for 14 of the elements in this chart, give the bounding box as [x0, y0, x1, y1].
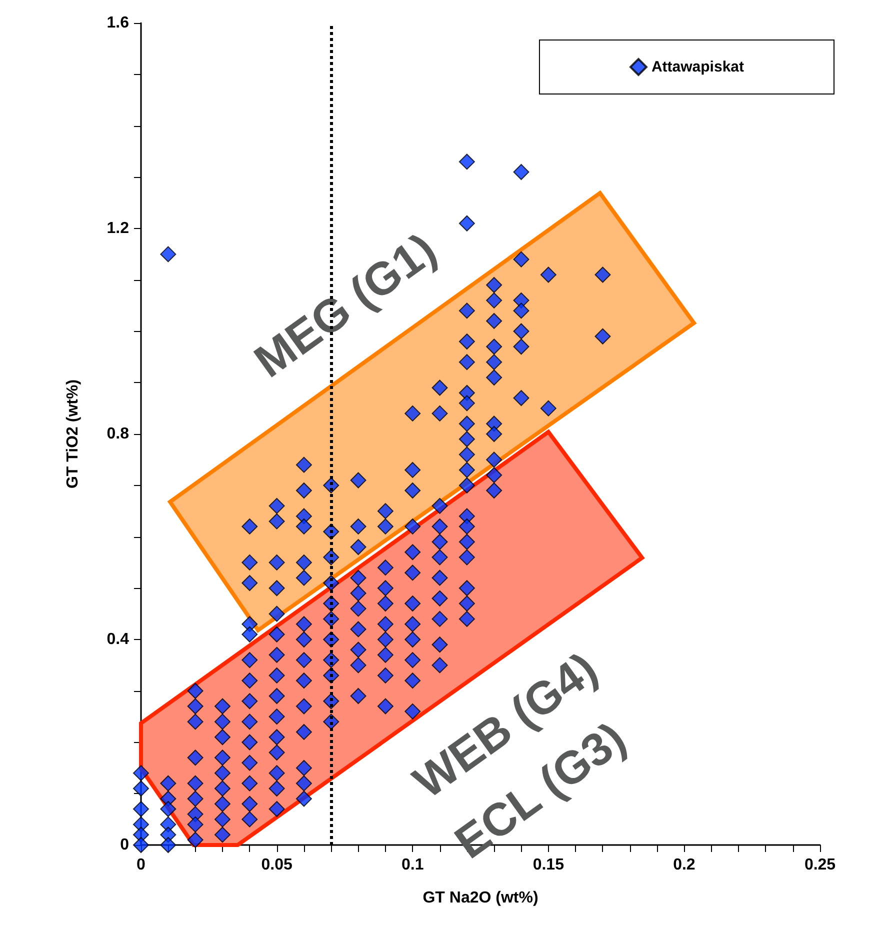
x-tick-label: 0.1 — [401, 856, 424, 874]
x-tick-label: 0.05 — [261, 856, 292, 874]
x-tick-label: 0.2 — [673, 856, 696, 874]
y-axis-title: GT TiO2 (wt%) — [64, 379, 82, 489]
y-tick-label: 0 — [120, 836, 130, 854]
x-axis-title: GT Na2O (wt%) — [422, 890, 538, 906]
y-tick-label: 0.8 — [106, 426, 130, 442]
y-tick-label: 0.4 — [106, 631, 130, 648]
x-tick-label: 0 — [136, 856, 146, 874]
y-tick-label: 1.6 — [106, 14, 130, 32]
y-tick-label: 1.2 — [106, 220, 130, 237]
x-tick-label: 0.25 — [804, 856, 836, 874]
legend-label: Attawapiskat — [651, 58, 744, 76]
x-tick-label: 0.15 — [532, 856, 564, 874]
